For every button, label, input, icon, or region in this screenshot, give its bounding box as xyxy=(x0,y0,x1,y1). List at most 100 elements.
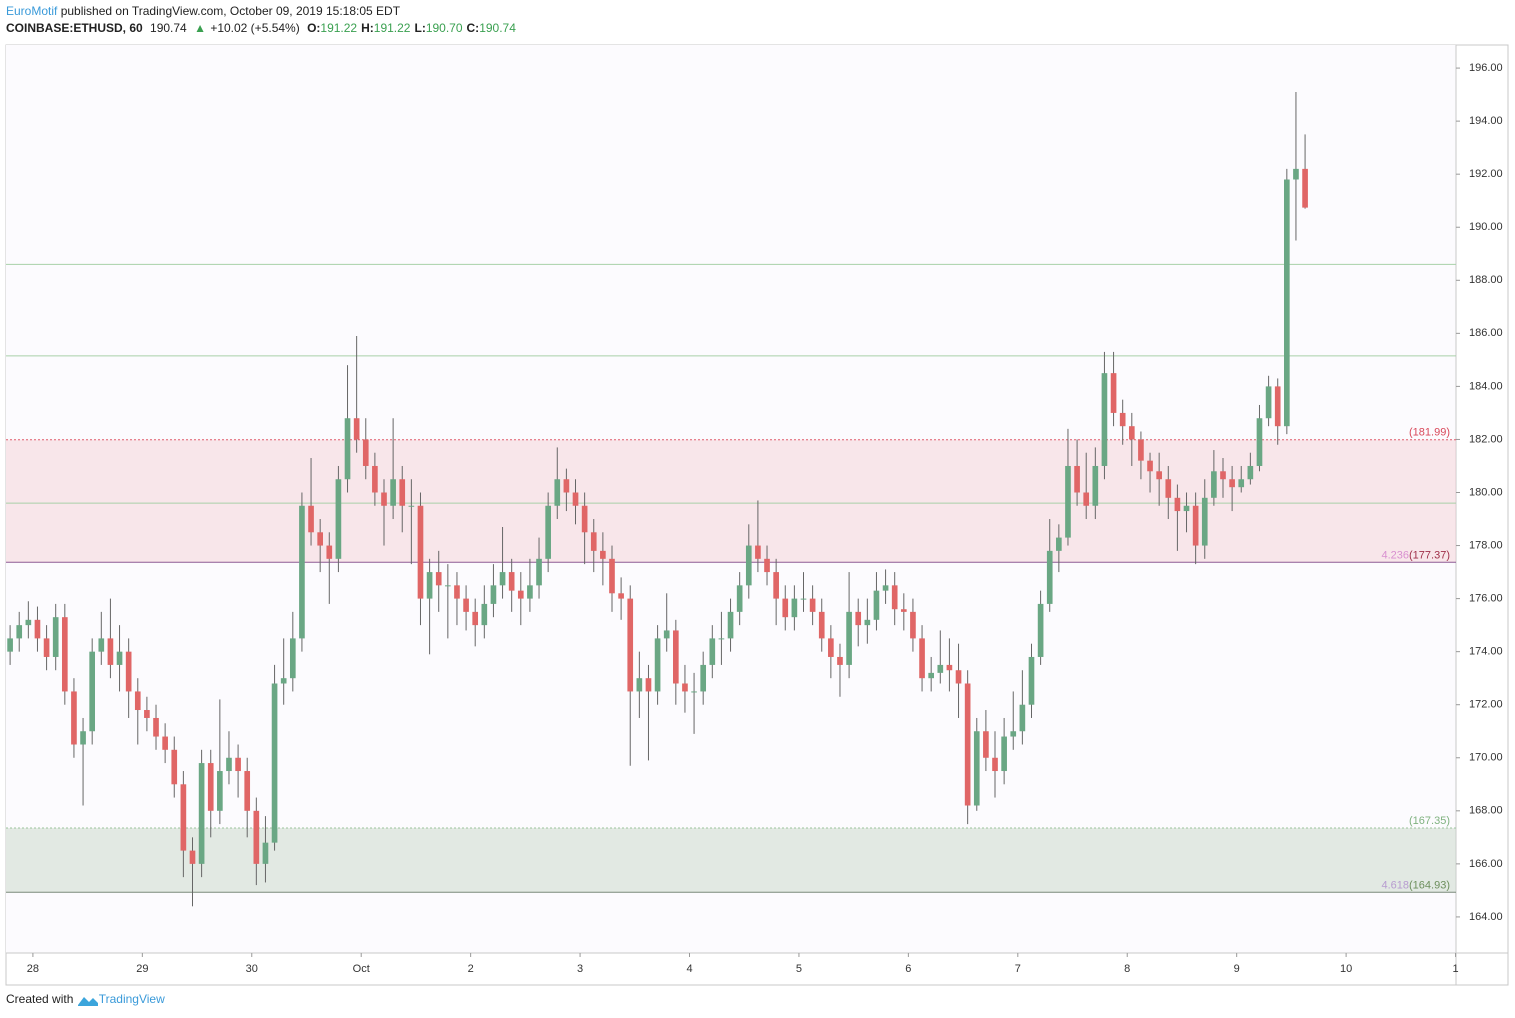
candle-body xyxy=(7,638,13,652)
candle-body xyxy=(1046,550,1053,604)
candle-body xyxy=(372,465,378,493)
candle-body xyxy=(125,651,132,692)
candle-body xyxy=(499,572,506,586)
y-tick-label: 168.00 xyxy=(1469,805,1503,817)
candle-body xyxy=(1110,373,1117,413)
candle-body xyxy=(882,585,889,591)
x-tick-label: 6 xyxy=(905,963,911,975)
candle-body xyxy=(253,810,260,864)
candle-body xyxy=(736,585,743,612)
candle-body xyxy=(1074,465,1080,493)
x-tick-label: Oct xyxy=(353,963,370,975)
candle-body xyxy=(563,479,570,493)
candle-body xyxy=(572,492,579,506)
candle-body xyxy=(928,672,934,679)
candle-body xyxy=(782,598,789,618)
candle-body xyxy=(299,505,305,639)
arrow: ▲ xyxy=(194,21,206,35)
candle-body xyxy=(317,532,323,546)
candle-body xyxy=(481,603,488,626)
candle-body xyxy=(837,656,843,665)
candle-body xyxy=(973,731,980,806)
candle-body xyxy=(180,784,187,851)
candle-body xyxy=(1147,460,1153,472)
candle-body xyxy=(1065,465,1071,538)
ohlc-key: L: xyxy=(414,21,426,35)
candle-body xyxy=(581,505,588,533)
candle-body xyxy=(1156,471,1162,480)
x-tick-label: 30 xyxy=(246,963,258,975)
candle-body xyxy=(362,439,369,466)
candle-body xyxy=(399,479,406,506)
ohlc-key: O: xyxy=(307,21,321,35)
candle-body xyxy=(1174,497,1181,512)
candle-body xyxy=(445,585,451,587)
y-tick-label: 182.00 xyxy=(1469,433,1503,445)
level-label: 4.618(164.93) xyxy=(1381,879,1450,891)
candle-body xyxy=(809,598,816,612)
candle-body xyxy=(755,545,761,559)
ohlc-key: H: xyxy=(361,21,374,35)
candle-body xyxy=(536,558,542,586)
level-value: (177.37) xyxy=(1409,549,1450,561)
level-value: (164.93) xyxy=(1409,879,1450,891)
candle-body xyxy=(773,572,779,599)
candle-body xyxy=(864,619,871,626)
candle-body xyxy=(1101,373,1108,466)
footer-prefix: Created with xyxy=(6,992,74,1006)
frame xyxy=(5,44,1509,986)
footer: Created with TradingView xyxy=(6,992,165,1007)
x-tick-label: 29 xyxy=(136,963,148,975)
candle-body xyxy=(891,585,898,610)
candle-body xyxy=(818,611,825,639)
x-tick-label: 2 xyxy=(468,963,474,975)
candle-body xyxy=(1274,386,1281,427)
candle-body xyxy=(52,617,59,657)
candle-body xyxy=(25,619,32,626)
candle-body xyxy=(800,598,807,600)
x-tick-label: 1 xyxy=(1452,963,1458,975)
candle-body xyxy=(1083,492,1090,506)
candle-body xyxy=(527,585,533,599)
y-tick-label: 166.00 xyxy=(1469,858,1503,870)
candle-body xyxy=(910,611,916,639)
y-tick-label: 184.00 xyxy=(1469,380,1503,392)
candle-body xyxy=(308,505,314,533)
candle-body xyxy=(43,638,50,657)
candle-body xyxy=(280,678,287,684)
author[interactable]: EuroMotif xyxy=(6,4,58,18)
candle-body xyxy=(682,683,688,692)
candle-body xyxy=(1293,168,1299,180)
candle-body xyxy=(828,638,834,657)
zone xyxy=(6,828,1456,893)
candle-body xyxy=(1056,537,1062,551)
candle-body xyxy=(791,598,798,618)
candle-body xyxy=(709,638,716,665)
candle-body xyxy=(992,757,998,772)
candle-body xyxy=(381,492,387,506)
candle-body xyxy=(1192,505,1199,546)
candle-body xyxy=(727,611,734,639)
candle-body xyxy=(417,505,424,599)
candle-body xyxy=(937,664,944,673)
candle-body xyxy=(627,598,634,692)
x-tick-label: 8 xyxy=(1124,963,1130,975)
candle-body xyxy=(490,585,497,604)
candle-body xyxy=(663,630,670,639)
published: published on TradingView.com, October 09… xyxy=(60,4,401,18)
candle-body xyxy=(673,630,679,684)
candle-body xyxy=(144,710,150,718)
level-label: 4.236(177.37) xyxy=(1381,549,1450,561)
candle-body xyxy=(189,850,196,864)
footer-brand[interactable]: TradingView xyxy=(98,992,165,1006)
candle-body xyxy=(846,611,852,665)
y-tick-label: 196.00 xyxy=(1469,62,1503,74)
candle-body xyxy=(1201,497,1208,546)
candle-body xyxy=(426,572,433,599)
header-line: EuroMotif published on TradingView.com, … xyxy=(6,4,404,18)
ohlc-key: C: xyxy=(466,21,480,35)
candle-body xyxy=(271,683,278,843)
candle-body xyxy=(554,479,561,506)
candle-body xyxy=(289,638,296,679)
